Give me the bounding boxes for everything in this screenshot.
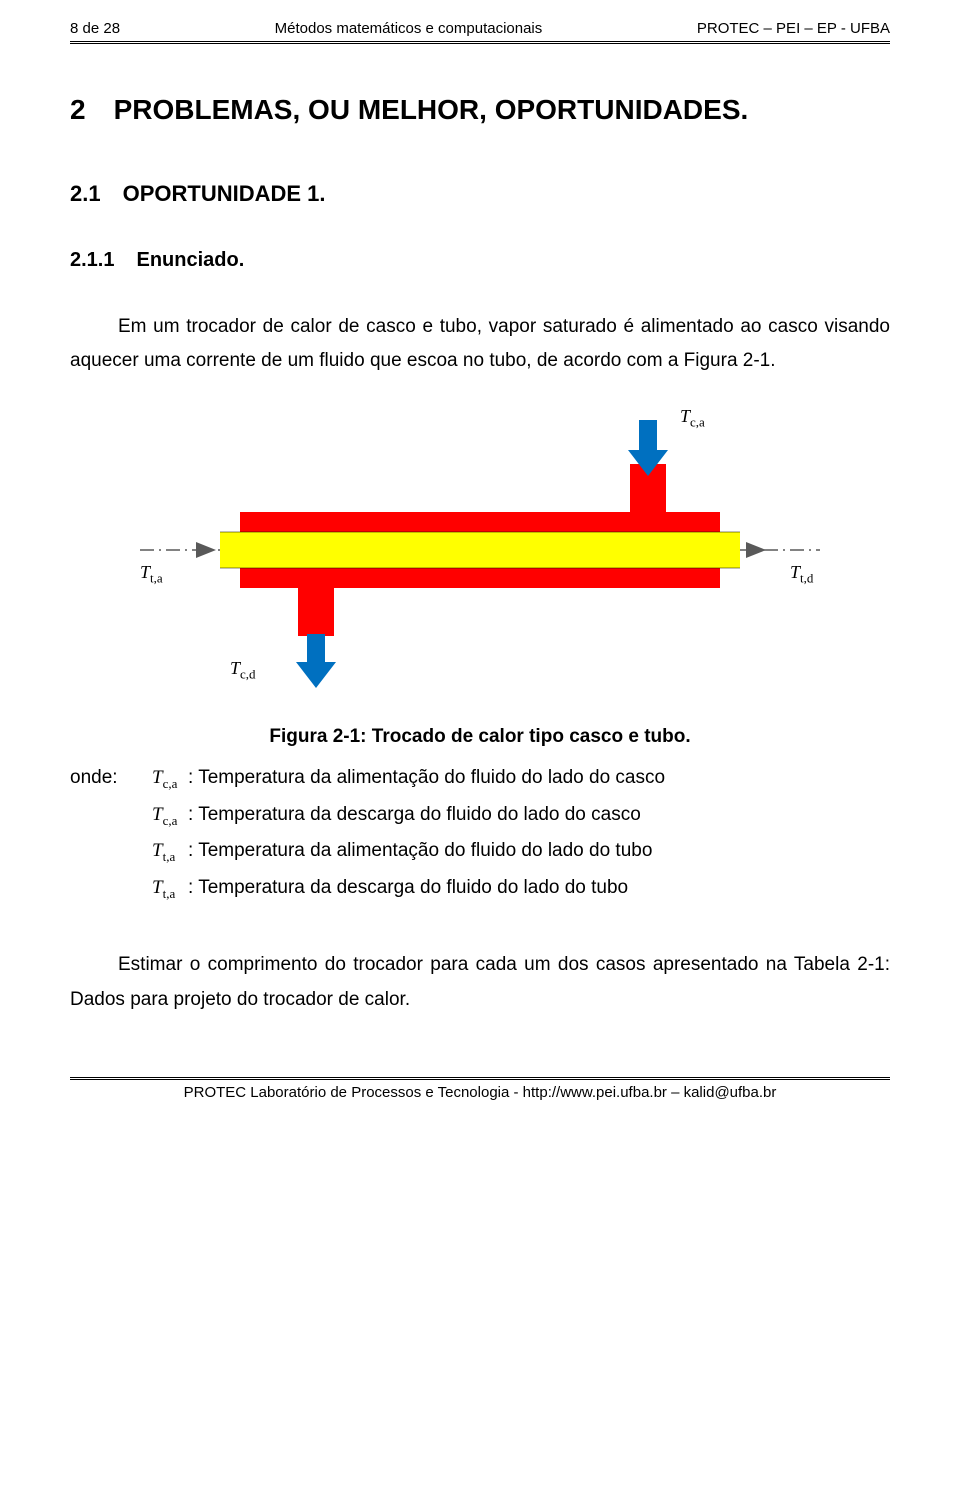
figure-heat-exchanger: command --> Tc,a Tt,a Tt,d Tc,d bbox=[70, 402, 890, 702]
def-text: : Temperatura da descarga do fluido do l… bbox=[188, 804, 641, 825]
header-center: Métodos matemáticos e computacionais bbox=[275, 20, 543, 37]
shell-outlet-nozzle bbox=[298, 588, 334, 636]
header-right: PROTEC – PEI – EP - UFBA bbox=[697, 20, 890, 37]
subsection-number: 2.1.1 bbox=[70, 249, 114, 272]
label-tcd-var: T bbox=[230, 658, 240, 678]
section-number: 2.1 bbox=[70, 181, 101, 207]
header-rule-top bbox=[70, 41, 890, 42]
arrow-shell-outlet bbox=[296, 634, 336, 688]
paragraph-1: Em um trocador de calor de casco e tubo,… bbox=[70, 310, 890, 378]
definition-item: Tt,a: Temperatura da alimentação do flui… bbox=[152, 833, 652, 869]
page-footer: PROTEC Laboratório de Processos e Tecnol… bbox=[70, 1084, 890, 1101]
definition-row: Tt,a: Temperatura da alimentação do flui… bbox=[70, 833, 890, 869]
subsection-title: Enunciado. bbox=[136, 249, 244, 272]
label-tca-sub: c,a bbox=[690, 415, 705, 430]
chapter-heading: 2 PROBLEMAS, OU MELHOR, OPORTUNIDADES. bbox=[70, 94, 890, 126]
definition-item: Tc,a: Temperatura da descarga do fluido … bbox=[152, 797, 641, 833]
def-text: : Temperatura da descarga do fluido do l… bbox=[188, 877, 628, 898]
footer-rule-top bbox=[70, 1077, 890, 1078]
footer-rule-bottom bbox=[70, 1079, 890, 1080]
label-tta-var: T bbox=[140, 562, 150, 582]
arrow-tube-inlet bbox=[196, 542, 216, 558]
definition-item: Tt,a: Temperatura da descarga do fluido … bbox=[152, 870, 628, 906]
paragraph-2: Estimar o comprimento do trocador para c… bbox=[70, 948, 890, 1016]
where-label: onde: bbox=[70, 760, 152, 796]
label-ttd: Tt,d bbox=[790, 562, 813, 587]
arrow-tube-outlet bbox=[746, 542, 766, 558]
label-ttd-sub: t,d bbox=[800, 571, 813, 586]
section-title: OPORTUNIDADE 1. bbox=[123, 181, 326, 207]
label-tca-var: T bbox=[680, 406, 690, 426]
page-header: 8 de 28 Métodos matemáticos e computacio… bbox=[70, 20, 890, 37]
def-symbol: Tt,a bbox=[152, 870, 188, 906]
chapter-title: PROBLEMAS, OU MELHOR, OPORTUNIDADES. bbox=[114, 94, 749, 126]
definition-row: Tt,a: Temperatura da descarga do fluido … bbox=[70, 870, 890, 906]
tube-body bbox=[220, 532, 740, 568]
def-text: : Temperatura da alimentação do fluido d… bbox=[188, 767, 665, 788]
header-left: 8 de 28 bbox=[70, 20, 120, 37]
label-tta: Tt,a bbox=[140, 562, 163, 587]
figure-caption: Figura 2-1: Trocado de calor tipo casco … bbox=[70, 726, 890, 748]
def-symbol: Tt,a bbox=[152, 833, 188, 869]
label-tcd-sub: c,d bbox=[240, 667, 256, 682]
header-rule-bottom bbox=[70, 43, 890, 44]
definition-item: Tc,a: Temperatura da alimentação do flui… bbox=[152, 760, 665, 796]
chapter-number: 2 bbox=[70, 94, 86, 126]
definition-row: onde: Tc,a: Temperatura da alimentação d… bbox=[70, 760, 890, 796]
heat-exchanger-svg: command --> bbox=[100, 402, 860, 702]
label-tcd: Tc,d bbox=[230, 658, 256, 683]
definitions-block: onde: Tc,a: Temperatura da alimentação d… bbox=[70, 760, 890, 906]
def-symbol: Tc,a bbox=[152, 760, 188, 796]
def-symbol: Tc,a bbox=[152, 797, 188, 833]
def-text: : Temperatura da alimentação do fluido d… bbox=[188, 840, 652, 861]
definition-row: Tc,a: Temperatura da descarga do fluido … bbox=[70, 797, 890, 833]
label-tta-sub: t,a bbox=[150, 571, 163, 586]
label-tca: Tc,a bbox=[680, 406, 705, 431]
label-ttd-var: T bbox=[790, 562, 800, 582]
subsection-heading: 2.1.1 Enunciado. bbox=[70, 249, 890, 272]
section-heading: 2.1 OPORTUNIDADE 1. bbox=[70, 181, 890, 207]
